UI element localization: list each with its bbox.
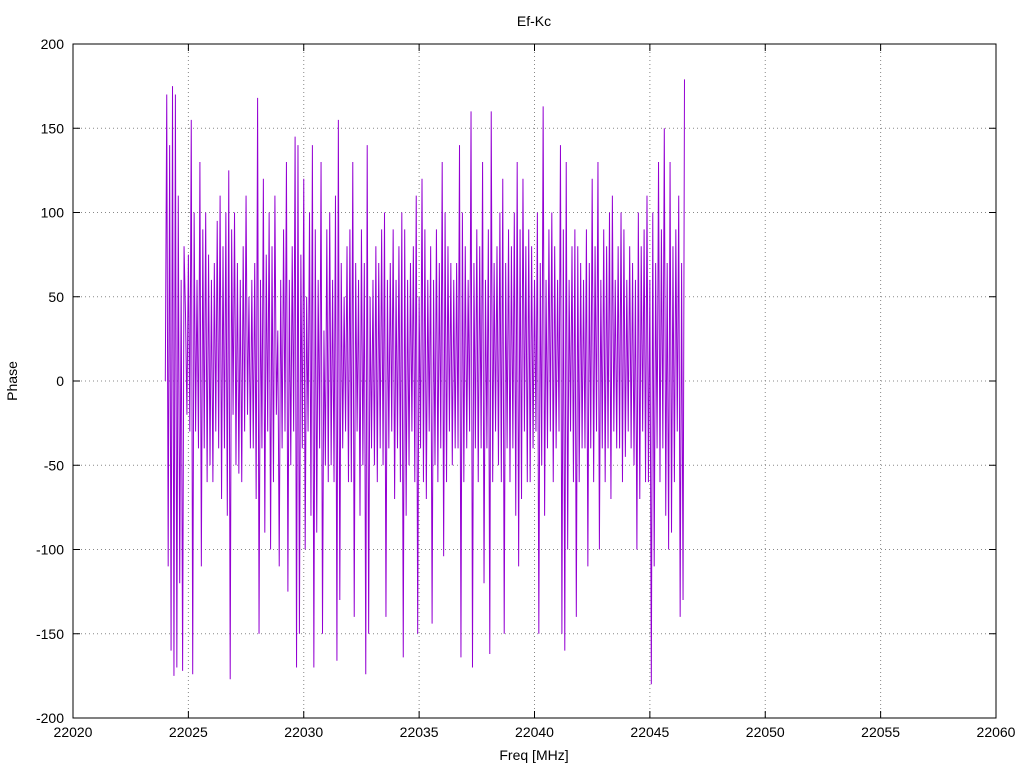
y-tick-label: 100 — [41, 205, 65, 221]
x-tick-label: 22020 — [54, 724, 93, 740]
x-axis-title: Freq [MHz] — [499, 747, 568, 763]
x-tick-label: 22030 — [284, 724, 323, 740]
y-axis-title: Phase — [4, 361, 20, 401]
x-tick-label: 22040 — [515, 724, 554, 740]
y-tick-label: -50 — [44, 457, 64, 473]
x-tick-label: 22055 — [861, 724, 900, 740]
y-tick-label: -100 — [36, 542, 64, 558]
y-tick-label: 50 — [48, 289, 64, 305]
x-tick-label: 22025 — [169, 724, 208, 740]
tick-layer: 22020 22025 22030 22035 22040 22045 22050 22055… — [36, 36, 1016, 740]
series-line — [164, 79, 685, 685]
series-layer — [164, 79, 685, 685]
y-tick-label: 150 — [41, 120, 65, 136]
x-tick-label: 22060 — [977, 724, 1016, 740]
x-tick-label: 22045 — [630, 724, 669, 740]
x-tick-label: 22035 — [400, 724, 439, 740]
y-tick-label: 200 — [41, 36, 65, 52]
y-tick-label: 0 — [56, 373, 64, 389]
x-tick-label: 22050 — [746, 724, 785, 740]
y-tick-label: -150 — [36, 626, 64, 642]
y-tick-label: -200 — [36, 710, 64, 726]
chart-title: Ef-Kc — [517, 13, 551, 29]
